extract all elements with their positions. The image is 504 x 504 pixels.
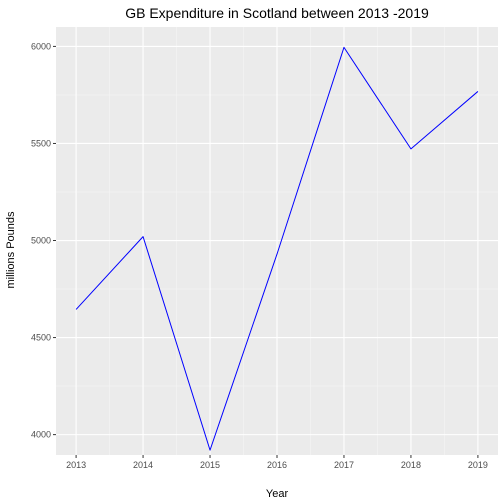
y-tick-label: 5000 [31,236,51,246]
y-tick-label: 4000 [31,430,51,440]
x-axis: 2013 2014 2015 2016 2017 2018 2019 [66,455,488,470]
major-gridlines [56,27,498,455]
x-tick-label: 2018 [401,460,421,470]
x-tick-label: 2014 [133,460,153,470]
y-axis: 4000 4500 5000 5500 6000 [31,41,56,440]
series-line [75,46,479,451]
x-tick-label: 2017 [334,460,354,470]
x-tick-label: 2019 [468,460,488,470]
y-tick-label: 5500 [31,138,51,148]
x-tick-label: 2015 [200,460,220,470]
y-axis-title: millions Pounds [5,211,17,289]
x-tick-label: 2016 [267,460,287,470]
y-tick-label: 6000 [31,41,51,51]
y-tick-label: 4500 [31,333,51,343]
chart-title: GB Expenditure in Scotland between 2013 … [125,5,429,21]
x-axis-title: Year [266,488,289,500]
series-layer [75,46,479,451]
x-tick-label: 2013 [66,460,86,470]
